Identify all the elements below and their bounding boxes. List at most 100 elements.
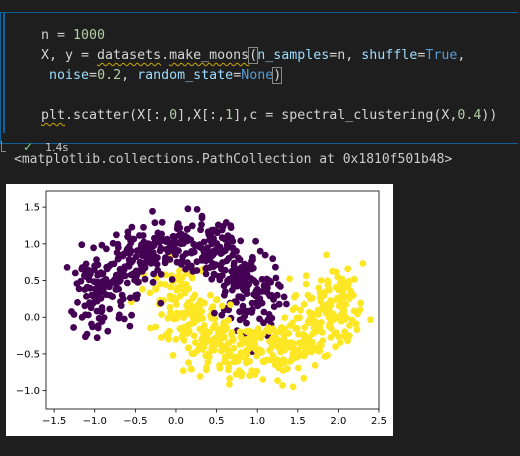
- y-tick-label: −0.5: [16, 349, 40, 360]
- point-cluster-0: [94, 324, 102, 332]
- point-cluster-1: [174, 284, 181, 292]
- point-cluster-1: [323, 251, 331, 259]
- point-cluster-1: [315, 284, 323, 292]
- point-cluster-0: [133, 247, 141, 255]
- point-cluster-0: [173, 225, 181, 233]
- point-cluster-0: [83, 293, 90, 300]
- point-cluster-0: [100, 283, 108, 291]
- point-cluster-1: [237, 333, 245, 341]
- point-cluster-1: [286, 275, 293, 283]
- point-cluster-0: [82, 260, 90, 268]
- point-cluster-0: [143, 255, 151, 263]
- point-cluster-1: [220, 321, 228, 329]
- point-cluster-0: [136, 258, 144, 266]
- code-line: X, y = datasets.make_moons(n_samples=n, …: [41, 46, 497, 66]
- point-cluster-1: [146, 289, 154, 297]
- point-cluster-1: [289, 319, 296, 327]
- point-cluster-1: [183, 302, 190, 309]
- point-cluster-0: [229, 237, 237, 245]
- point-cluster-0: [85, 311, 92, 319]
- point-cluster-0: [268, 292, 276, 299]
- x-tick-label: 1.5: [290, 416, 306, 427]
- point-cluster-0: [252, 237, 259, 245]
- point-cluster-1: [194, 307, 201, 315]
- point-cluster-1: [176, 267, 183, 275]
- point-cluster-0: [162, 254, 169, 261]
- point-cluster-0: [208, 275, 216, 283]
- point-cluster-1: [350, 307, 358, 315]
- point-cluster-0: [93, 256, 100, 264]
- code-token: =n,: [329, 48, 362, 63]
- point-cluster-0: [93, 307, 101, 315]
- point-cluster-0: [152, 238, 160, 245]
- point-cluster-1: [367, 316, 374, 324]
- y-tick-label: 1.5: [24, 203, 40, 214]
- point-cluster-1: [316, 347, 323, 354]
- point-cluster-0: [124, 228, 132, 236]
- point-cluster-1: [317, 319, 325, 326]
- point-cluster-1: [243, 359, 250, 367]
- point-cluster-1: [316, 294, 324, 302]
- point-cluster-0: [173, 246, 180, 253]
- code-cell[interactable]: n = 1000 X, y = datasets.make_moons(n_sam…: [0, 12, 518, 154]
- point-cluster-1: [185, 359, 192, 366]
- point-cluster-0: [202, 257, 210, 265]
- point-cluster-0: [94, 270, 102, 278]
- point-cluster-1: [327, 297, 334, 305]
- point-cluster-1: [304, 291, 312, 299]
- point-cluster-0: [103, 263, 111, 271]
- point-cluster-0: [70, 324, 77, 331]
- point-cluster-1: [165, 335, 172, 343]
- code-token: n =: [41, 28, 74, 43]
- point-cluster-0: [151, 219, 159, 227]
- point-cluster-1: [253, 367, 261, 375]
- point-cluster-1: [275, 364, 283, 372]
- point-cluster-0: [127, 271, 135, 279]
- point-cluster-1: [340, 285, 348, 293]
- point-cluster-0: [185, 263, 193, 271]
- point-cluster-1: [245, 341, 253, 349]
- point-cluster-1: [242, 347, 250, 354]
- point-cluster-0: [106, 305, 114, 313]
- point-cluster-1: [340, 307, 348, 315]
- collapse-output-icon[interactable]: [1, 141, 6, 152]
- point-cluster-0: [265, 311, 273, 318]
- point-cluster-1: [203, 363, 211, 371]
- point-cluster-1: [190, 319, 198, 327]
- point-cluster-1: [279, 382, 286, 389]
- point-cluster-0: [270, 303, 278, 310]
- point-cluster-1: [167, 283, 174, 291]
- point-cluster-0: [190, 240, 198, 248]
- point-cluster-1: [193, 347, 201, 355]
- point-cluster-0: [237, 293, 245, 301]
- point-cluster-1: [281, 314, 289, 321]
- point-cluster-1: [191, 339, 199, 346]
- point-cluster-1: [300, 374, 308, 382]
- point-cluster-1: [350, 291, 357, 299]
- point-cluster-0: [235, 254, 242, 262]
- code-token: shuffle: [361, 48, 418, 63]
- point-cluster-1: [252, 329, 260, 337]
- point-cluster-1: [338, 275, 346, 283]
- point-cluster-0: [258, 299, 266, 307]
- point-cluster-0: [283, 300, 290, 308]
- point-cluster-1: [199, 342, 206, 349]
- point-cluster-1: [169, 352, 177, 359]
- point-cluster-0: [75, 285, 83, 293]
- point-cluster-0: [224, 279, 231, 286]
- point-cluster-1: [268, 343, 276, 350]
- point-cluster-0: [198, 221, 205, 228]
- point-cluster-0: [188, 222, 196, 230]
- point-cluster-1: [269, 325, 277, 333]
- code-line: n = 1000: [41, 26, 497, 46]
- point-cluster-1: [293, 325, 301, 332]
- point-cluster-0: [104, 327, 112, 335]
- point-cluster-0: [110, 260, 118, 268]
- x-tick-label: 2.0: [330, 416, 346, 427]
- point-cluster-0: [93, 288, 100, 296]
- point-cluster-1: [331, 329, 339, 337]
- point-cluster-0: [128, 223, 136, 231]
- code-editor[interactable]: n = 1000 X, y = datasets.make_moons(n_sam…: [41, 26, 497, 126]
- point-cluster-1: [173, 309, 181, 317]
- point-cluster-1: [308, 338, 316, 346]
